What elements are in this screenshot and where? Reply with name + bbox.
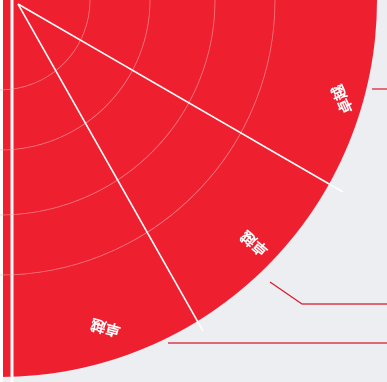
- left-white-band: [0, 0, 3, 382]
- ring-2: [0, 0, 151, 151]
- ring-4: [0, 0, 276, 276]
- segment-dividers: [17, 3, 344, 332]
- ring-3: [0, 0, 216, 216]
- ring-guides: [0, 0, 276, 276]
- callout-lines: [168, 88, 387, 344]
- divider-2: [17, 3, 204, 332]
- callout-middle: [269, 281, 387, 305]
- segment-wheel: [0, 0, 377, 377]
- divider-1: [17, 3, 344, 193]
- ring-1: [0, 0, 91, 91]
